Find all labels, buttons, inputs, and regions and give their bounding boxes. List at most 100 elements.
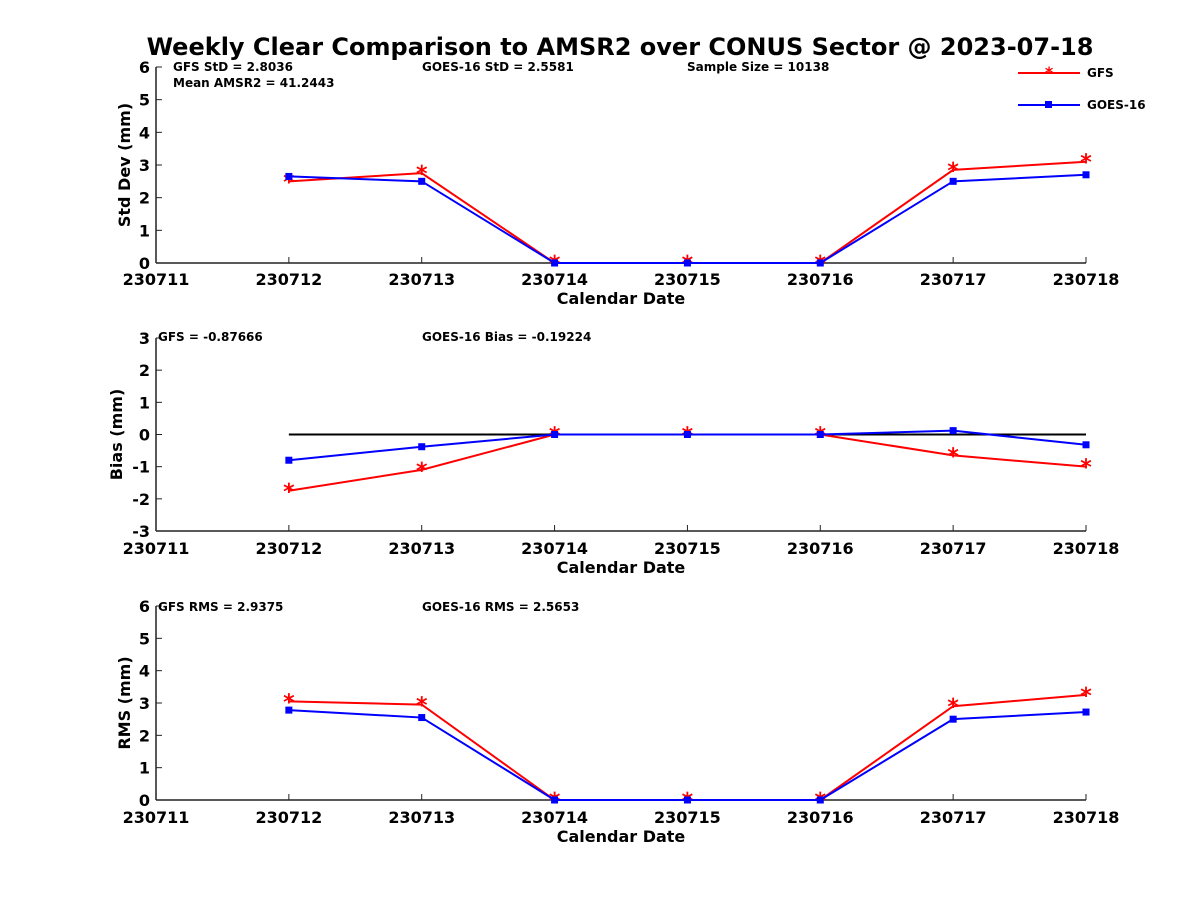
y-tick-label: 1 (139, 759, 150, 778)
y-tick-label: 1 (139, 221, 150, 240)
data-point-gfs: * (1080, 456, 1092, 481)
x-tick-label: 230716 (787, 270, 854, 289)
stat-annotation: GFS StD = 2.8036 (173, 60, 293, 74)
stat-annotation: Sample Size = 10138 (687, 60, 829, 74)
data-point-goes-16 (418, 177, 426, 185)
x-axis-label: Calendar Date (557, 558, 686, 577)
stat-annotation: GOES-16 RMS = 2.5653 (422, 600, 579, 614)
data-point-goes-16 (816, 431, 824, 438)
x-tick-label: 230713 (388, 808, 455, 827)
x-tick-label: 230714 (521, 270, 588, 289)
y-tick-label: 5 (139, 629, 150, 648)
x-tick-label: 230718 (1053, 539, 1120, 558)
legend-gfs-marker: * (1045, 63, 1054, 82)
y-axis-label: RMS (mm) (115, 656, 134, 749)
bias-panel: -3 -2 -1 0 1 2 3 230711 230712 230713 230714 230715… (107, 329, 1119, 577)
x-tick-label: 230712 (255, 808, 322, 827)
x-tick-label: 230713 (388, 270, 455, 289)
data-point-goes-16 (949, 427, 957, 435)
y-tick-label: 0 (139, 791, 150, 810)
y-tick-label: 6 (139, 597, 150, 616)
y-tick-label: 3 (139, 694, 150, 713)
legend: * GFS GOES-16 (1018, 63, 1146, 112)
x-tick-label: 230711 (123, 808, 190, 827)
y-axis-label: Std Dev (mm) (115, 103, 134, 227)
data-point-gfs: * (1080, 151, 1092, 176)
y-tick-label: -1 (132, 458, 150, 477)
data-point-goes-16 (683, 796, 691, 804)
y-tick-label: 2 (139, 361, 150, 380)
x-tick-label: 230718 (1053, 270, 1120, 289)
x-tick-label: 230715 (654, 539, 721, 558)
x-tick-label: 230714 (521, 808, 588, 827)
y-tick-label: 2 (139, 189, 150, 208)
data-point-gfs: * (947, 444, 959, 469)
data-point-goes-16 (551, 259, 559, 267)
legend-goes16-label: GOES-16 (1087, 98, 1146, 112)
y-tick-label: 0 (139, 426, 150, 445)
data-point-gfs: * (416, 459, 428, 484)
y-tick-label: 0 (139, 254, 150, 273)
data-point-goes-16 (1082, 708, 1090, 716)
y-tick-label: 1 (139, 393, 150, 412)
data-point-goes-16 (551, 796, 559, 804)
y-tick-label: 3 (139, 329, 150, 348)
data-point-goes-16 (949, 177, 957, 185)
data-point-goes-16 (683, 431, 691, 438)
y-tick-label: -3 (132, 522, 150, 541)
x-axis-label: Calendar Date (557, 289, 686, 308)
stddev-panel: 0 1 2 3 4 5 6 230711 230712 230713 230714 230715 230… (115, 58, 1119, 308)
data-point-gfs: * (947, 159, 959, 184)
legend-gfs-label: GFS (1087, 66, 1114, 80)
data-point-gfs: * (283, 480, 295, 505)
x-tick-label: 230712 (255, 539, 322, 558)
series-line-gfs (288, 160, 1087, 264)
y-tick-label: 3 (139, 156, 150, 175)
y-tick-label: 4 (139, 123, 150, 142)
data-point-goes-16 (816, 259, 824, 267)
x-tick-label: 230715 (654, 808, 721, 827)
x-tick-label: 230712 (255, 270, 322, 289)
data-point-goes-16 (285, 456, 293, 464)
x-tick-label: 230715 (654, 270, 721, 289)
x-tick-label: 230716 (787, 539, 854, 558)
data-point-goes-16 (551, 431, 559, 438)
y-tick-label: 5 (139, 91, 150, 110)
y-tick-label: 2 (139, 726, 150, 745)
data-point-gfs: * (947, 695, 959, 720)
y-tick-label: 6 (139, 58, 150, 77)
x-tick-label: 230713 (388, 539, 455, 558)
data-point-goes-16 (1082, 441, 1090, 449)
stat-annotation: GOES-16 Bias = -0.19224 (422, 330, 591, 344)
series-line-goes-16 (288, 709, 1087, 801)
y-tick-label: -2 (132, 490, 150, 509)
stat-annotation: GFS = -0.87666 (158, 330, 263, 344)
chart-title: Weekly Clear Comparison to AMSR2 over CO… (147, 33, 1094, 61)
data-point-goes-16 (418, 714, 426, 722)
x-tick-label: 230717 (920, 539, 987, 558)
x-tick-label: 230716 (787, 808, 854, 827)
x-tick-label: 230717 (920, 270, 987, 289)
x-tick-label: 230714 (521, 539, 588, 558)
data-point-goes-16 (816, 796, 824, 804)
data-point-goes-16 (285, 172, 293, 180)
legend-goes16-marker (1045, 101, 1052, 108)
series-line-goes-16 (288, 173, 1087, 264)
x-tick-label: 230718 (1053, 808, 1120, 827)
data-point-goes-16 (285, 706, 293, 714)
y-axis-label: Bias (mm) (107, 389, 126, 481)
y-tick-label: 4 (139, 662, 150, 681)
rms-panel: 0 1 2 3 4 5 6 230711 230712 230713 230714 230715 230… (115, 597, 1119, 846)
data-point-goes-16 (1082, 171, 1090, 179)
data-point-goes-16 (418, 443, 426, 451)
stat-annotation: Mean AMSR2 = 41.2443 (173, 76, 334, 90)
data-point-goes-16 (683, 259, 691, 267)
stat-annotation: GOES-16 StD = 2.5581 (422, 60, 574, 74)
x-tick-label: 230717 (920, 808, 987, 827)
stat-annotation: GFS RMS = 2.9375 (158, 600, 283, 614)
data-point-goes-16 (949, 715, 957, 723)
data-point-gfs: * (416, 694, 428, 719)
series-line-gfs (288, 693, 1087, 801)
data-point-gfs: * (1080, 684, 1092, 709)
